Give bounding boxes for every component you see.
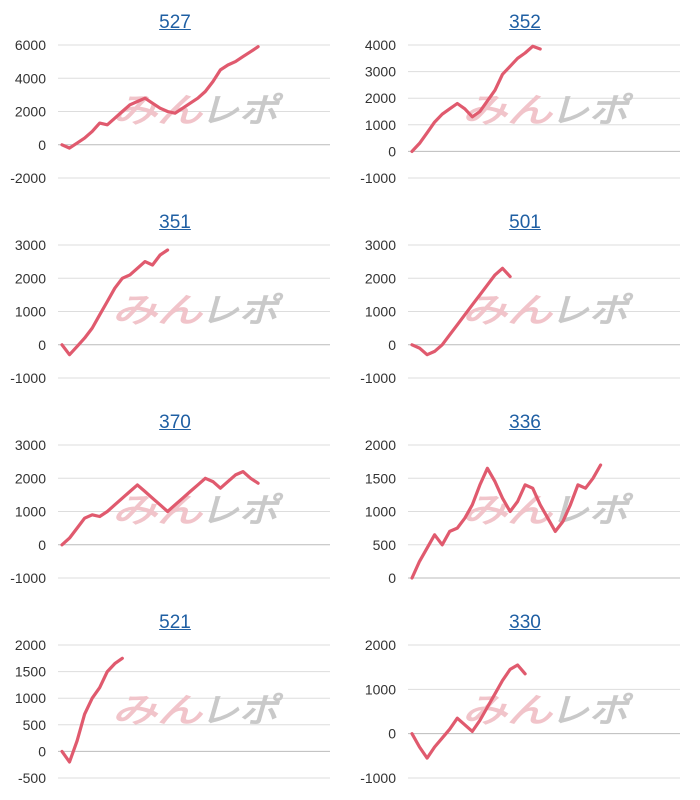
y-tick-label: 0 bbox=[388, 570, 396, 586]
y-tick-label: -1000 bbox=[360, 770, 396, 786]
chart-panel: 527 -2000 0 2000 4000 6000 みん レポ bbox=[0, 0, 350, 200]
series-line bbox=[410, 44, 542, 153]
y-tick-label: 0 bbox=[388, 337, 396, 353]
chart-panel: 351 -1000 0 1000 2000 3000 みん レポ bbox=[0, 200, 350, 400]
chart-panel: 521 -500 0 500 1000 1500 2000 みん レポ bbox=[0, 600, 350, 800]
chart-title-link[interactable]: 521 bbox=[159, 612, 191, 633]
y-tick-label: 4000 bbox=[15, 70, 46, 86]
y-tick-label: -2000 bbox=[10, 170, 46, 186]
chart-title-link[interactable]: 330 bbox=[509, 612, 541, 633]
series-line bbox=[410, 266, 512, 357]
y-tick-label: 500 bbox=[373, 537, 397, 553]
chart-panel: 336 0 500 1000 1500 2000 みん レポ bbox=[350, 400, 700, 600]
watermark-text-part: みん bbox=[112, 291, 203, 331]
watermark-text-part: みん bbox=[462, 91, 553, 131]
y-tick-label: 2000 bbox=[15, 270, 46, 286]
y-tick-label: -1000 bbox=[360, 370, 396, 386]
y-tick-label: 3000 bbox=[15, 437, 46, 453]
y-tick-label: 0 bbox=[38, 137, 46, 153]
y-tick-label: 500 bbox=[23, 717, 47, 733]
watermark-text-part: レポ bbox=[550, 91, 634, 131]
y-tick-label: 0 bbox=[388, 143, 396, 159]
series-line bbox=[410, 663, 527, 760]
y-tick-label: 1000 bbox=[15, 690, 46, 706]
chart-title-link[interactable]: 352 bbox=[509, 12, 541, 33]
y-tick-label: 2000 bbox=[15, 637, 46, 653]
watermark-text-part: レポ bbox=[550, 291, 634, 331]
y-tick-label: 2000 bbox=[15, 470, 46, 486]
series-line bbox=[410, 463, 603, 580]
y-tick-label: 0 bbox=[388, 726, 396, 742]
watermark-text-part: レポ bbox=[550, 491, 634, 531]
watermark-text-part: みん bbox=[462, 291, 553, 331]
chart-title-link[interactable]: 501 bbox=[509, 212, 541, 233]
series-line bbox=[60, 248, 170, 357]
chart-title-link[interactable]: 336 bbox=[509, 412, 541, 433]
series-line bbox=[60, 469, 260, 547]
watermark-text-part: レポ bbox=[200, 291, 284, 331]
watermark-text-part: みん bbox=[112, 691, 203, 731]
watermark-text-part: レポ bbox=[200, 691, 284, 731]
y-tick-label: 3000 bbox=[15, 237, 46, 253]
y-tick-label: 1000 bbox=[15, 304, 46, 320]
chart-title-link[interactable]: 351 bbox=[159, 212, 191, 233]
y-tick-label: 2000 bbox=[365, 437, 396, 453]
watermark-text-part: みん bbox=[112, 491, 203, 531]
watermark-text-part: みん bbox=[112, 91, 203, 131]
y-tick-label: 0 bbox=[38, 337, 46, 353]
y-tick-label: 2000 bbox=[365, 270, 396, 286]
chart-panel: 352 -1000 0 1000 2000 3000 4000 みん レポ bbox=[350, 0, 700, 200]
y-tick-label: 3000 bbox=[365, 64, 396, 80]
y-tick-label: 0 bbox=[38, 537, 46, 553]
watermark-text-part: レポ bbox=[200, 91, 284, 131]
y-tick-label: 3000 bbox=[365, 237, 396, 253]
y-tick-label: -1000 bbox=[10, 370, 46, 386]
y-tick-label: -500 bbox=[18, 770, 46, 786]
series-line bbox=[60, 45, 260, 150]
y-tick-label: -1000 bbox=[10, 570, 46, 586]
y-tick-label: 0 bbox=[38, 743, 46, 759]
y-tick-label: 1000 bbox=[365, 504, 396, 520]
chart-title-link[interactable]: 370 bbox=[159, 412, 191, 433]
y-tick-label: 2000 bbox=[15, 104, 46, 120]
chart-title-link[interactable]: 527 bbox=[159, 12, 191, 33]
y-tick-label: -1000 bbox=[360, 170, 396, 186]
y-tick-label: 2000 bbox=[365, 637, 396, 653]
chart-panel: 501 -1000 0 1000 2000 3000 みん レポ bbox=[350, 200, 700, 400]
y-tick-label: 4000 bbox=[365, 37, 396, 53]
y-tick-label: 1500 bbox=[365, 470, 396, 486]
watermark-text-part: レポ bbox=[200, 491, 284, 531]
y-tick-label: 1000 bbox=[365, 117, 396, 133]
chart-panel: 330 -1000 0 1000 2000 みん レポ bbox=[350, 600, 700, 800]
watermark-text-part: レポ bbox=[550, 691, 634, 731]
y-tick-label: 1000 bbox=[365, 681, 396, 697]
y-tick-label: 2000 bbox=[365, 90, 396, 106]
y-tick-label: 1000 bbox=[365, 304, 396, 320]
chart-panel: 370 -1000 0 1000 2000 3000 みん レポ bbox=[0, 400, 350, 600]
y-tick-label: 1000 bbox=[15, 504, 46, 520]
y-tick-label: 6000 bbox=[15, 37, 46, 53]
y-tick-label: 1500 bbox=[15, 664, 46, 680]
series-line bbox=[60, 656, 124, 764]
